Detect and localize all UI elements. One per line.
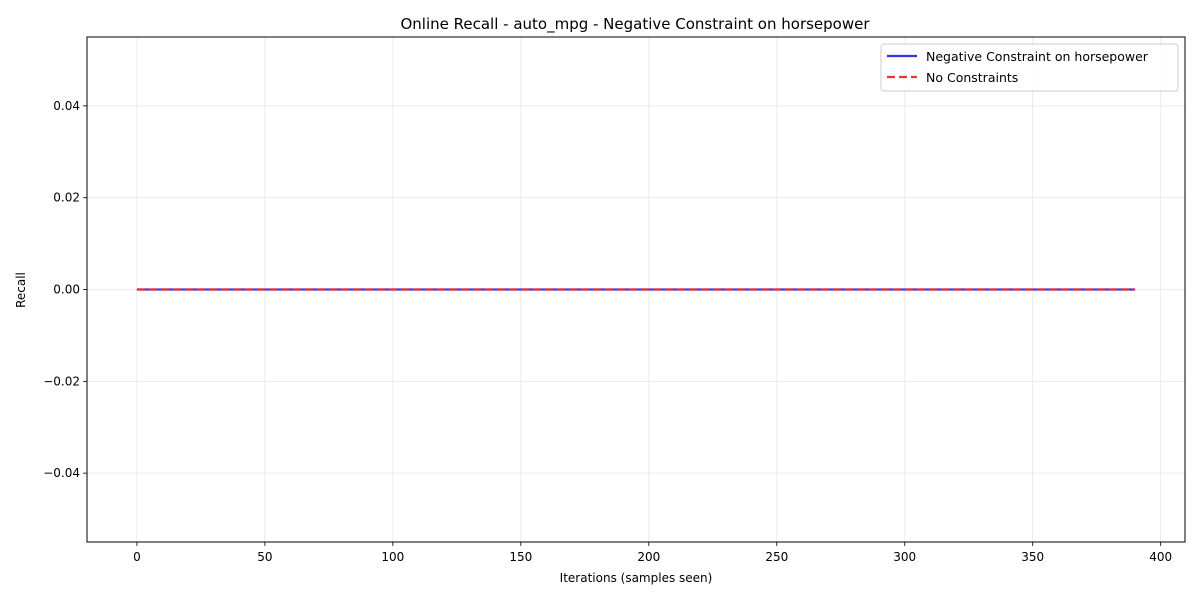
- x-tick-label: 50: [257, 550, 272, 564]
- x-tick-label: 400: [1149, 550, 1172, 564]
- legend-label-no-constraints: No Constraints: [926, 70, 1018, 85]
- x-tick-label: 0: [133, 550, 141, 564]
- y-tick-label: −0.04: [43, 466, 80, 480]
- x-tick-label: 250: [765, 550, 788, 564]
- y-tick-label: 0.00: [53, 283, 80, 297]
- y-tick-label: 0.02: [53, 191, 80, 205]
- x-axis: 0 50 100 150 200 250 300 350 400: [133, 542, 1172, 564]
- legend-label-negative-constraint: Negative Constraint on horsepower: [926, 49, 1149, 64]
- y-tick-label: 0.04: [53, 99, 80, 113]
- y-axis-label: Recall: [14, 272, 28, 308]
- y-axis: −0.04 −0.02 0.00 0.02 0.04: [43, 99, 87, 480]
- chart-title: Online Recall - auto_mpg - Negative Cons…: [400, 15, 870, 34]
- x-tick-label: 350: [1021, 550, 1044, 564]
- y-tick-label: −0.02: [43, 374, 80, 388]
- x-tick-label: 300: [893, 550, 916, 564]
- legend-box: [880, 43, 1179, 92]
- x-tick-label: 200: [637, 550, 660, 564]
- x-axis-label: Iterations (samples seen): [560, 571, 713, 585]
- x-tick-label: 150: [509, 550, 532, 564]
- x-tick-label: 100: [381, 550, 404, 564]
- legend: Negative Constraint on horsepower No Con…: [880, 43, 1179, 92]
